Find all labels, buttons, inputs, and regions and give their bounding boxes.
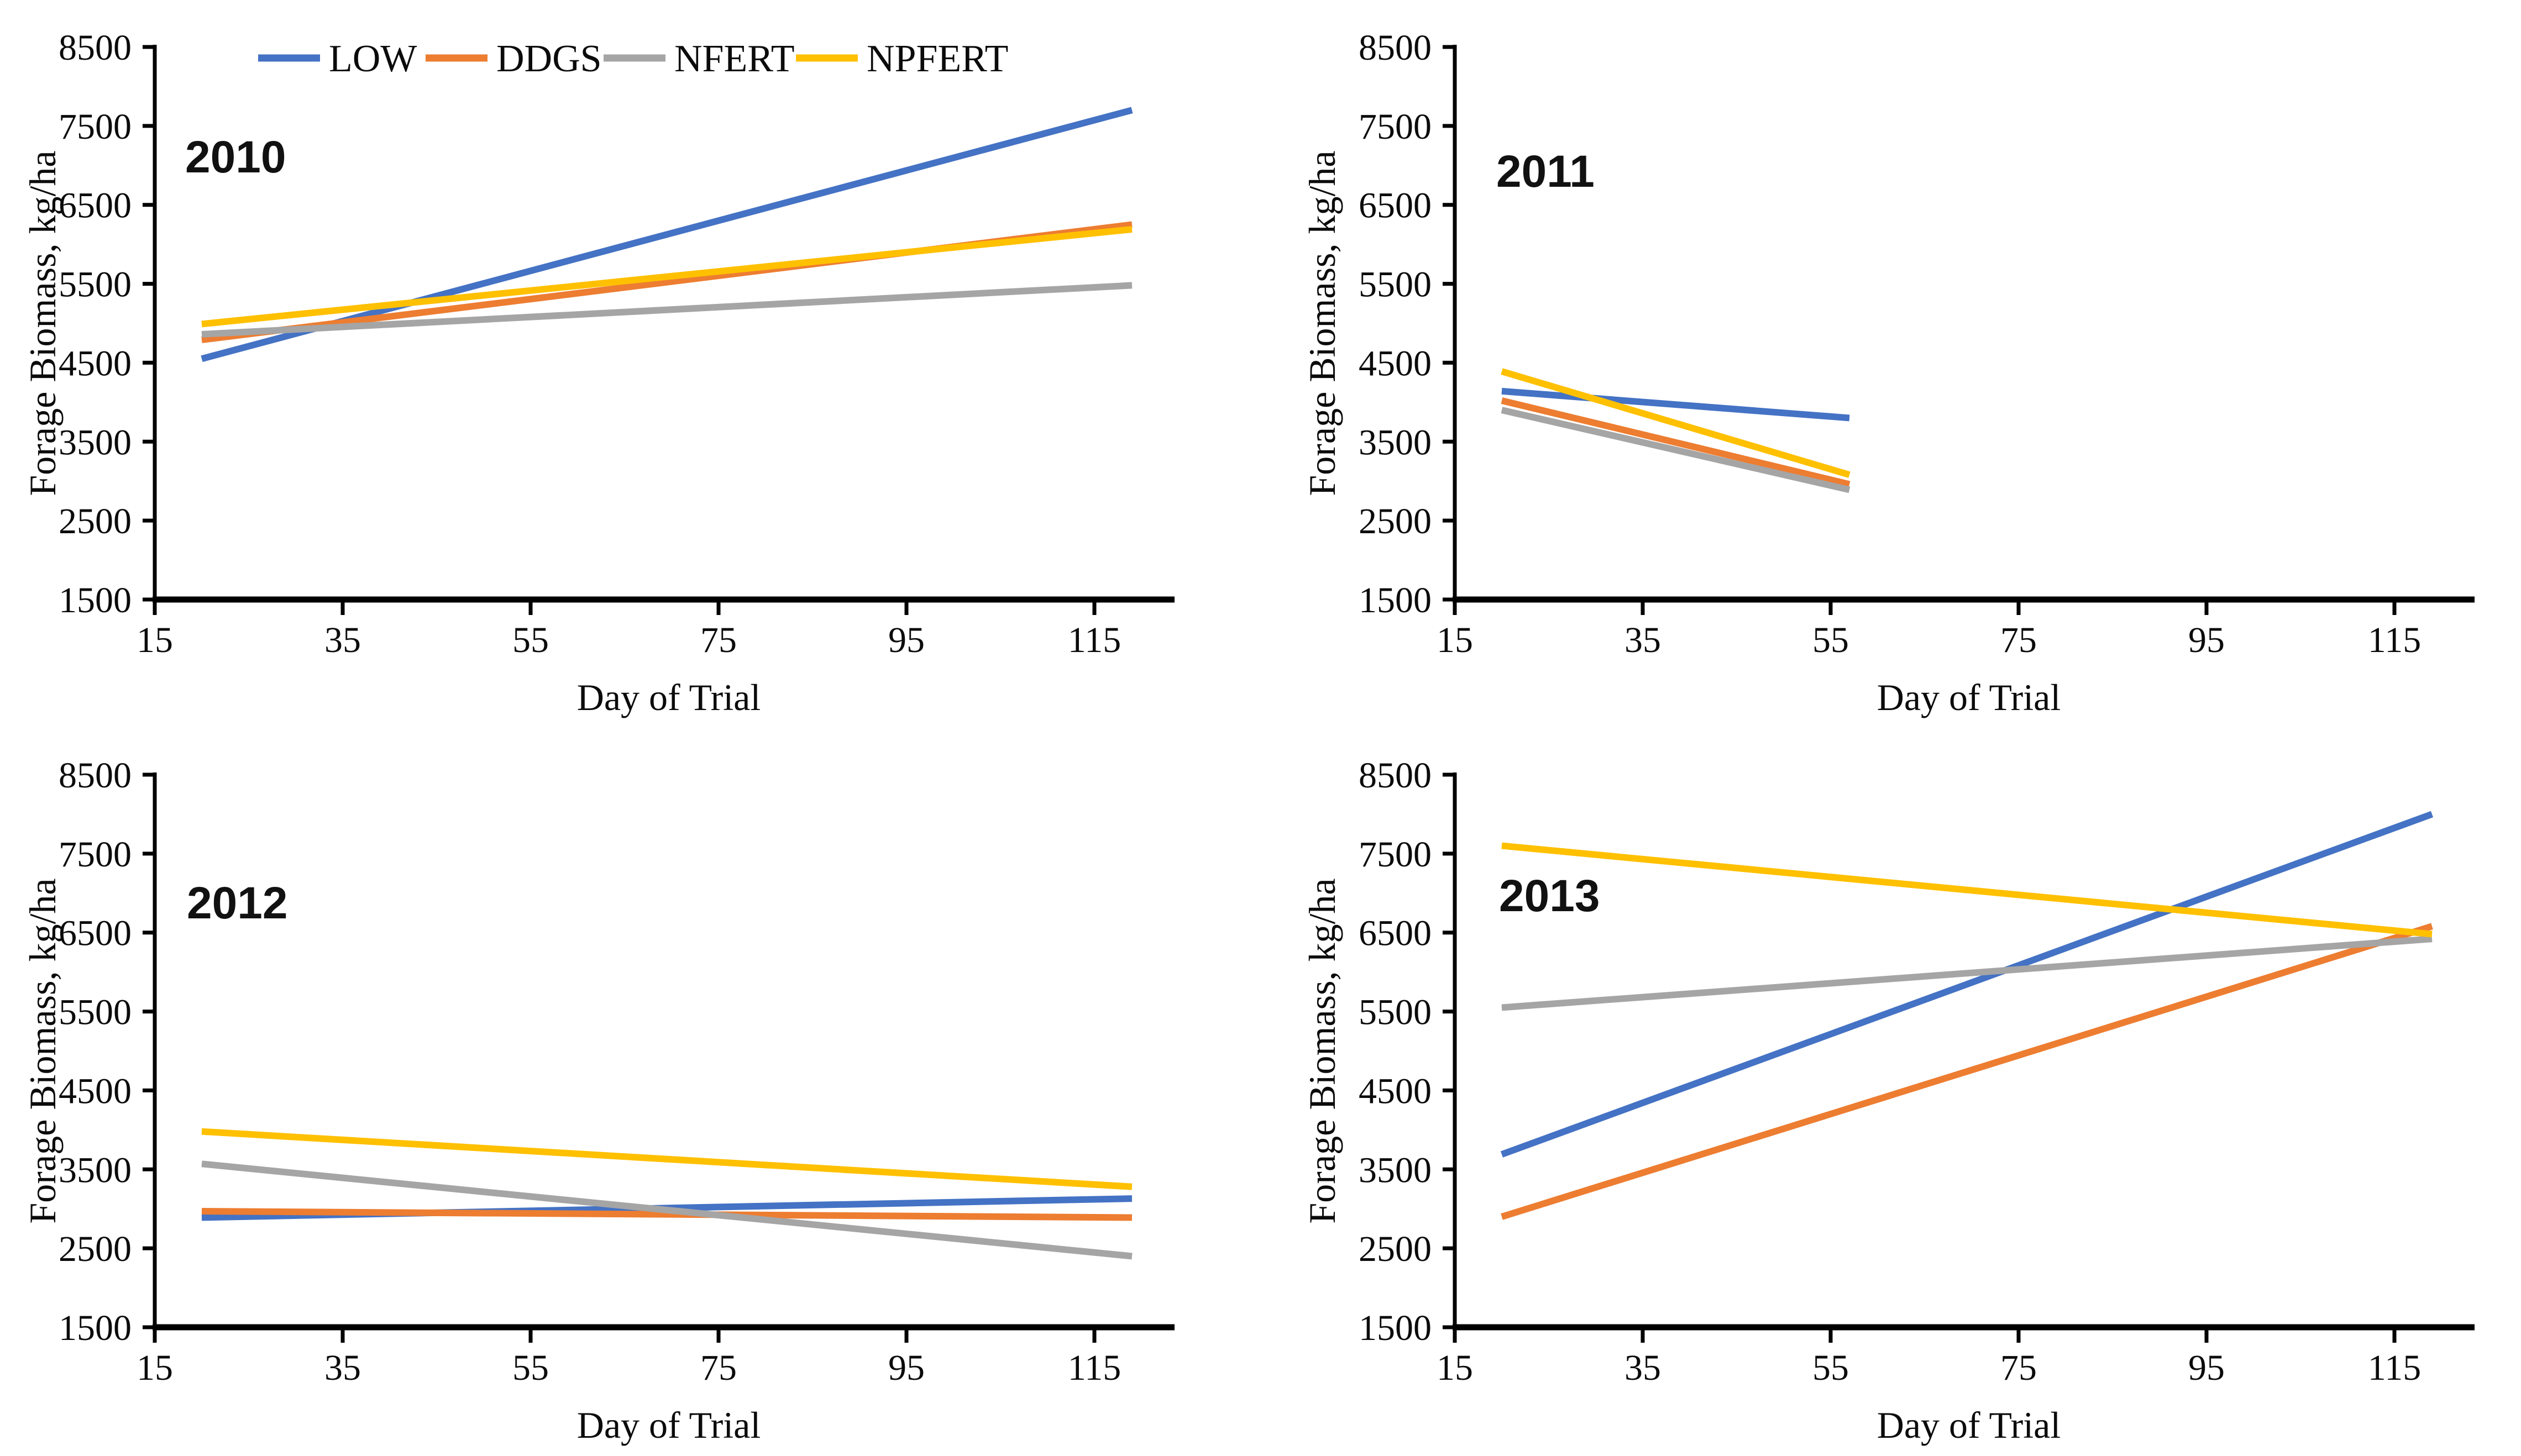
x-axis-title: Day of Trial (577, 676, 761, 718)
panel-2012: 1500 2500 3500 4500 5500 6500 7500 8500 15 35 55 75… (0, 728, 1261, 1456)
panel-2013: 1500 2500 3500 4500 5500 6500 7500 8500 15 35 55 75… (1260, 728, 2521, 1456)
chart-2011: 1500 2500 3500 4500 5500 6500 7500 8500 15 35 55 75… (1301, 28, 2475, 718)
y-axis-tick-label: 3500 (59, 1150, 132, 1190)
panel-2011: 1500 2500 3500 4500 5500 6500 7500 8500 15 35 55 75… (1260, 0, 2521, 728)
y-axis-tick-label: 3500 (59, 422, 132, 462)
y-axis-tick-label: 6500 (59, 186, 132, 226)
x-axis-tick-label: 15 (137, 1348, 173, 1388)
y-axis-tick-label: 5500 (59, 992, 132, 1033)
series-line-DDGS (1501, 397, 1851, 488)
series-line-NFERT (1501, 407, 1851, 493)
y-axis-tick-label: 2500 (1359, 1229, 1432, 1269)
y-axis-tick-label: 5500 (1359, 265, 1432, 305)
y-axis-tick-label: 1500 (1359, 1308, 1432, 1348)
y-axis-tick-label: 6500 (1359, 913, 1432, 954)
legend: LOW DDGS NFERT NPFERT (258, 38, 1008, 80)
y-axis-tick-label: 2500 (59, 501, 132, 542)
x-axis-tick-label: 75 (700, 1348, 737, 1388)
year-label: 2010 (185, 132, 286, 182)
series-line-LOW (1501, 387, 1850, 422)
y-axis-tick-label: 1500 (59, 1308, 132, 1348)
x-axis-tick-label: 35 (1624, 1348, 1661, 1388)
y-axis-tick-label: 3500 (1359, 1150, 1432, 1190)
series-line-DDGS (201, 1208, 1133, 1221)
x-axis-title: Day of Trial (577, 1404, 761, 1446)
x-axis-tick-label: 115 (2368, 1348, 2422, 1388)
y-axis-tick-label: 7500 (1359, 107, 1432, 147)
x-axis-tick-label: 115 (2368, 620, 2422, 660)
x-axis-tick-label: 95 (2188, 620, 2225, 660)
x-axis-title: Day of Trial (1877, 1404, 2061, 1446)
x-axis-tick-label: 55 (512, 620, 549, 660)
series-line-NFERT (201, 1160, 1133, 1260)
x-axis-tick-label: 35 (1624, 620, 1661, 660)
x-axis-tick-label: 115 (1068, 1348, 1121, 1388)
y-axis-tick-label: 8500 (1359, 755, 1432, 796)
y-axis-tick-label: 3500 (1359, 422, 1432, 462)
year-label: 2013 (1499, 871, 1600, 921)
x-axis-tick-label: 15 (1437, 1348, 1473, 1388)
y-axis-tick-label: 8500 (59, 28, 132, 68)
x-axis-title: Day of Trial (1877, 676, 2061, 718)
x-axis-tick-label: 75 (2000, 1348, 2037, 1388)
x-axis-tick-label: 95 (2188, 1348, 2225, 1388)
y-axis-tick-label: 4500 (59, 343, 132, 383)
chart-2012: 1500 2500 3500 4500 5500 6500 7500 8500 15 35 55 75… (22, 755, 1175, 1446)
y-axis-tick-label: 6500 (59, 913, 132, 954)
panel-2010: 1500 2500 3500 4500 5500 6500 7500 8500 15 35 55 75… (0, 0, 1261, 728)
x-axis-tick-label: 55 (1812, 620, 1849, 660)
y-axis-tick-label: 8500 (1359, 28, 1432, 68)
x-axis-tick-label: 95 (888, 620, 925, 660)
x-axis-tick-label: 55 (1812, 1348, 1849, 1388)
y-axis-tick-label: 2500 (1359, 501, 1432, 542)
legend-label-DDGS: DDGS (496, 38, 602, 80)
series-line-NFERT (1501, 935, 2433, 1011)
y-axis-tick-label: 2500 (59, 1229, 132, 1269)
series-line-LOW (1500, 811, 2434, 1158)
series-line-NFERT (201, 282, 1133, 338)
x-axis-tick-label: 35 (324, 620, 361, 660)
x-axis-tick-label: 115 (1068, 620, 1121, 660)
x-axis-tick-label: 75 (700, 620, 737, 660)
y-axis-tick-label: 5500 (59, 265, 132, 305)
chart-2010: 1500 2500 3500 4500 5500 6500 7500 8500 15 35 55 75… (22, 28, 1175, 718)
legend-label-LOW: LOW (329, 38, 417, 80)
chart-2013: 1500 2500 3500 4500 5500 6500 7500 8500 15 35 55 75… (1301, 755, 2475, 1446)
y-axis-tick-label: 7500 (59, 834, 132, 875)
y-axis-tick-label: 4500 (59, 1071, 132, 1111)
y-axis-tick-label: 1500 (59, 580, 132, 621)
series-line-DDGS (1501, 923, 2433, 1220)
y-axis-tick-label: 6500 (1359, 186, 1432, 226)
x-axis-tick-label: 95 (888, 1348, 925, 1388)
x-axis-tick-label: 55 (512, 1348, 549, 1388)
y-axis-tick-label: 4500 (1359, 1071, 1432, 1111)
y-axis-tick-label: 8500 (59, 755, 132, 796)
y-axis-tick-label: 7500 (59, 107, 132, 147)
y-axis-title: Forage Biomass, kg/ha (1301, 150, 1343, 496)
y-axis-title: Forage Biomass, kg/ha (1301, 878, 1343, 1223)
x-axis-tick-label: 15 (137, 620, 173, 660)
y-axis-tick-label: 4500 (1359, 343, 1432, 383)
year-label: 2012 (187, 878, 287, 928)
year-label: 2011 (1496, 146, 1595, 197)
y-axis-title: Forage Biomass, kg/ha (22, 878, 64, 1223)
series-line-NPFERT (201, 226, 1133, 328)
x-axis-tick-label: 35 (324, 1348, 361, 1388)
y-axis-tick-label: 7500 (1359, 834, 1432, 875)
series-line-NPFERT (1501, 842, 2433, 938)
y-axis-tick-label: 5500 (1359, 992, 1432, 1033)
legend-label-NFERT: NFERT (674, 38, 795, 80)
y-axis-tick-label: 1500 (1359, 580, 1432, 621)
series-line-NPFERT (201, 1128, 1133, 1190)
legend-label-NPFERT: NPFERT (867, 38, 1008, 80)
x-axis-tick-label: 75 (2000, 620, 2037, 660)
series-line-NPFERT (1501, 368, 1851, 479)
y-axis-title: Forage Biomass, kg/ha (22, 150, 64, 496)
x-axis-tick-label: 15 (1437, 620, 1473, 660)
